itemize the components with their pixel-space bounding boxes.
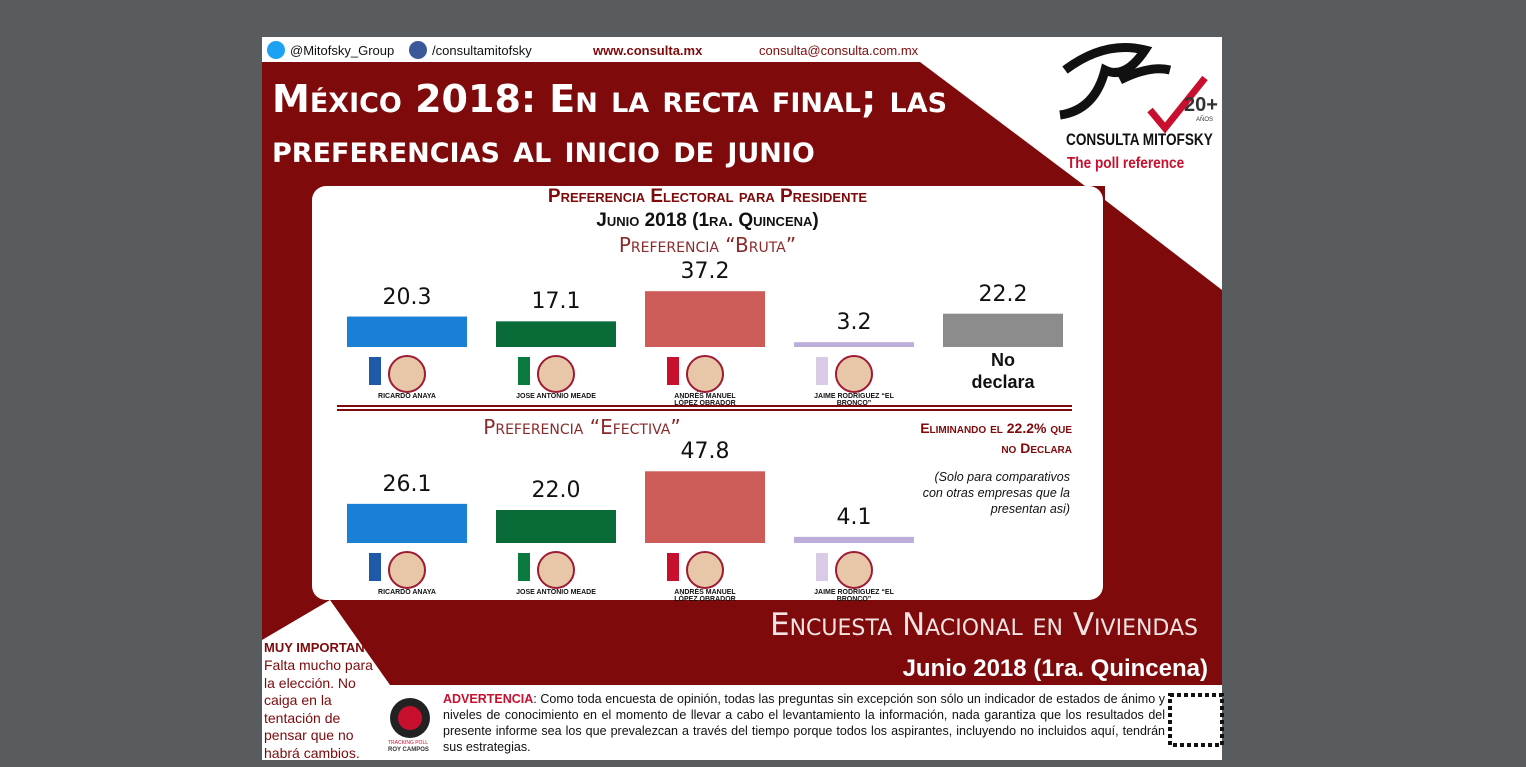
bar: [943, 313, 1063, 347]
important-text: Falta mucho para la elección. No caiga e…: [264, 657, 373, 759]
category-label: JAIME RODRÍGUEZ “EL BRONCO”: [814, 393, 894, 407]
category-label: JOSE ANTONIO MEADE: [516, 393, 596, 400]
email: consulta@consulta.com.mx: [759, 43, 919, 58]
logo-years-label: AÑOS: [1196, 117, 1214, 123]
bar: [645, 291, 765, 347]
party-logo: [369, 553, 381, 581]
twitter-icon: [267, 41, 285, 59]
survey-title: Encuesta Nacional en Viviendas: [769, 607, 1198, 643]
bar: [794, 536, 914, 543]
candidate-photo: [537, 355, 575, 393]
logo-tagline: The poll reference: [1067, 155, 1185, 172]
qr-code: [1168, 693, 1224, 747]
candidate-photo: [537, 551, 575, 589]
category-label: JAIME RODRÍGUEZ “EL BRONCO”: [814, 589, 894, 603]
warning: ADVERTENCIA: Como toda encuesta de opini…: [443, 691, 1165, 755]
bar: [496, 321, 616, 347]
panel: [312, 186, 1103, 600]
party-logo: [667, 357, 679, 385]
category-label: JOSE ANTONIO MEADE: [516, 589, 596, 596]
facebook-icon: [409, 41, 427, 59]
value-label: 26.1: [382, 471, 432, 497]
logo-mark: [1059, 43, 1172, 120]
survey-period: Junio 2018 (1ra. Quincena): [902, 655, 1208, 682]
party-logo: [816, 553, 828, 581]
candidate-photo: [686, 355, 724, 393]
chart-title: Preferencia “Efectiva”: [483, 415, 681, 439]
value-label: 17.1: [531, 289, 581, 315]
party-logo: [369, 357, 381, 385]
value-label: 4.1: [836, 504, 872, 530]
website: www.consulta.mx: [593, 43, 703, 58]
bar: [347, 503, 467, 543]
logo-name: CONSULTA MITOFSKY: [1066, 130, 1213, 149]
category-label: RICARDO ANAYA: [378, 589, 436, 596]
note: (Solo para comparativos con otras empres…: [922, 470, 1070, 516]
category-label: RICARDO ANAYA: [378, 393, 436, 400]
candidate-photo: [388, 551, 426, 589]
title: México 2018: En la recta final; las pref…: [272, 77, 948, 171]
value-label: 22.2: [978, 281, 1028, 307]
bar: [645, 471, 765, 543]
tracking-label: TRACKING POLL: [388, 740, 429, 746]
tracking-icon: [398, 706, 422, 730]
bar: [347, 316, 467, 347]
warning-label: ADVERTENCIA: [443, 692, 534, 706]
facebook: /consultamitofsky: [432, 43, 532, 58]
bar: [496, 510, 616, 543]
category-label: ANDRÉS MANUEL LÓPEZ OBRADOR: [674, 393, 736, 407]
candidate-photo: [835, 551, 873, 589]
party-logo: [518, 357, 530, 385]
panel-period: Junio 2018 (1ra. Quincena): [596, 210, 819, 231]
value-label: 20.3: [382, 284, 432, 310]
annotation: Eliminando el 22.2% que no Declara: [920, 420, 1072, 456]
party-logo: [667, 553, 679, 581]
logo-years: 20+: [1184, 94, 1218, 116]
important-heading: MUY IMPORTANTE: [264, 640, 382, 655]
candidate-photo: [388, 355, 426, 393]
bar: [794, 342, 914, 347]
value-label: 22.0: [531, 478, 581, 503]
candidate-photo: [686, 551, 724, 589]
twitter: @Mitofsky_Group: [290, 43, 395, 58]
party-logo: [518, 553, 530, 581]
party-logo: [816, 357, 828, 385]
panel-title: Preferencia Electoral para Presidente: [547, 186, 868, 207]
category-label: ANDRÉS MANUEL LÓPEZ OBRADOR: [674, 589, 736, 603]
tracking-name: ROY CAMPOS: [388, 747, 429, 753]
warning-text: : Como toda encuesta de opinión, todas l…: [443, 692, 1165, 754]
chart-title: Preferencia “Bruta”: [618, 233, 797, 257]
value-label: 47.8: [680, 439, 730, 465]
value-label: 3.2: [836, 310, 872, 336]
value-label: 37.2: [680, 259, 730, 285]
category-label: No declara: [971, 350, 1035, 392]
logo-check: [1147, 75, 1208, 134]
candidate-photo: [835, 355, 873, 393]
